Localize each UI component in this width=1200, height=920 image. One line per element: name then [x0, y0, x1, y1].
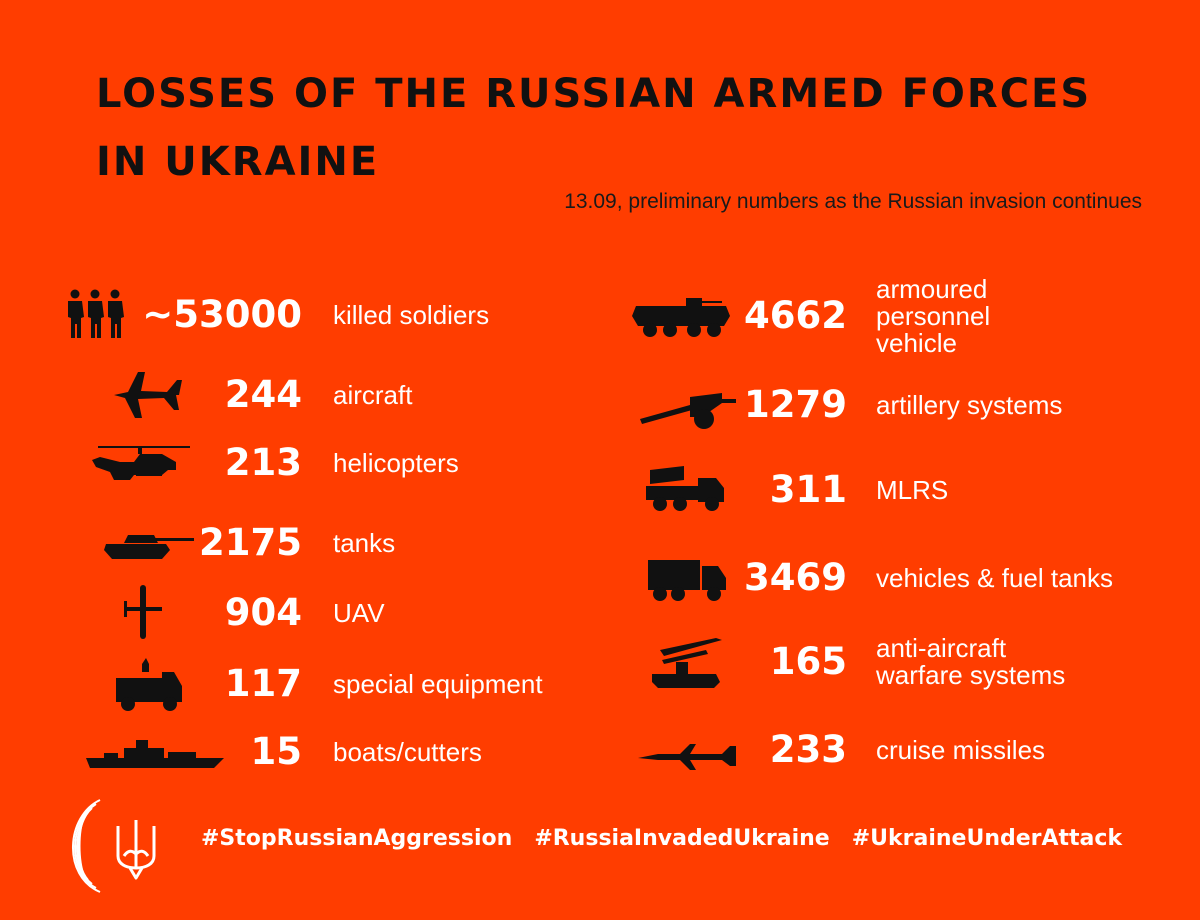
tank-icon: [100, 513, 196, 573]
stat-anti-aircraft: 165 anti-aircraft warfare systems: [600, 632, 1200, 692]
tanks-label: tanks: [333, 527, 396, 558]
cruise-missiles-value: 233: [769, 728, 847, 771]
special-equipment-label: special equipment: [333, 668, 543, 699]
artillery-label: artillery systems: [876, 389, 1063, 420]
artillery-icon: [636, 375, 738, 435]
stat-artillery: 1279 artillery systems: [600, 375, 1200, 435]
special-equipment-icon: [112, 654, 188, 714]
stat-mlrs: 311 MLRS: [600, 460, 1200, 520]
stat-tanks: 2175 tanks: [0, 513, 600, 573]
anti-aircraft-icon: [646, 632, 726, 692]
stat-special-equipment: 117 special equipment: [0, 654, 600, 714]
apc-icon: [632, 286, 732, 346]
stat-boats: 15 boats/cutters: [0, 722, 600, 782]
hashtag-stop-russian-aggression[interactable]: #StopRussianAggression: [201, 826, 513, 851]
soldiers-icon: [64, 285, 126, 345]
artillery-value: 1279: [744, 383, 847, 426]
boat-icon: [84, 722, 226, 782]
special-equipment-value: 117: [224, 662, 302, 705]
killed-soldiers-label: killed soldiers: [333, 299, 490, 330]
tanks-value: 2175: [199, 521, 302, 564]
mlrs-icon: [642, 460, 728, 520]
killed-soldiers-value: ~53000: [142, 293, 302, 336]
uav-label: UAV: [333, 597, 385, 628]
subtitle: 13.09, preliminary numbers as the Russia…: [564, 190, 1142, 213]
apc-value: 4662: [744, 294, 847, 337]
ministry-logo-icon: [56, 796, 108, 896]
hashtags: #StopRussianAggression #RussiaInvadedUkr…: [201, 826, 1122, 851]
aircraft-value: 244: [224, 373, 302, 416]
truck-icon: [644, 548, 730, 608]
uav-icon: [118, 583, 166, 643]
apc-label: armoured personnel vehicle: [876, 273, 991, 358]
vehicles-value: 3469: [744, 556, 847, 599]
stat-aircraft: 244 aircraft: [0, 365, 600, 425]
boats-value: 15: [250, 730, 303, 773]
stat-cruise-missiles: 233 cruise missiles: [600, 720, 1200, 780]
page-title: LOSSES OF THE RUSSIAN ARMED FORCES IN UK…: [96, 60, 1136, 196]
cruise-missiles-label: cruise missiles: [876, 734, 1046, 765]
stat-vehicles: 3469 vehicles & fuel tanks: [600, 548, 1200, 608]
anti-aircraft-value: 165: [769, 640, 847, 683]
helicopter-icon: [90, 433, 194, 493]
helicopters-value: 213: [224, 441, 302, 484]
vehicles-label: vehicles & fuel tanks: [876, 562, 1114, 593]
mlrs-value: 311: [769, 468, 847, 511]
aircraft-label: aircraft: [333, 379, 413, 410]
helicopters-label: helicopters: [333, 447, 459, 478]
stat-helicopters: 213 helicopters: [0, 433, 600, 493]
stat-uav: 904 UAV: [0, 583, 600, 643]
mlrs-label: MLRS: [876, 474, 949, 505]
stat-apc: 4662 armoured personnel vehicle: [600, 273, 1200, 358]
cruise-missile-icon: [636, 720, 738, 780]
title-text: LOSSES OF THE RUSSIAN ARMED FORCES IN UK…: [96, 71, 1092, 185]
stat-killed-soldiers: ~53000 killed soldiers: [0, 285, 600, 345]
boats-label: boats/cutters: [333, 736, 482, 767]
uav-value: 904: [224, 591, 302, 634]
trident-icon: [114, 818, 158, 880]
anti-aircraft-label: anti-aircraft warfare systems: [876, 633, 1066, 690]
hashtag-russia-invaded-ukraine[interactable]: #RussiaInvadedUkraine: [534, 826, 830, 851]
aircraft-icon: [112, 365, 182, 425]
hashtag-ukraine-under-attack[interactable]: #UkraineUnderAttack: [851, 826, 1123, 851]
